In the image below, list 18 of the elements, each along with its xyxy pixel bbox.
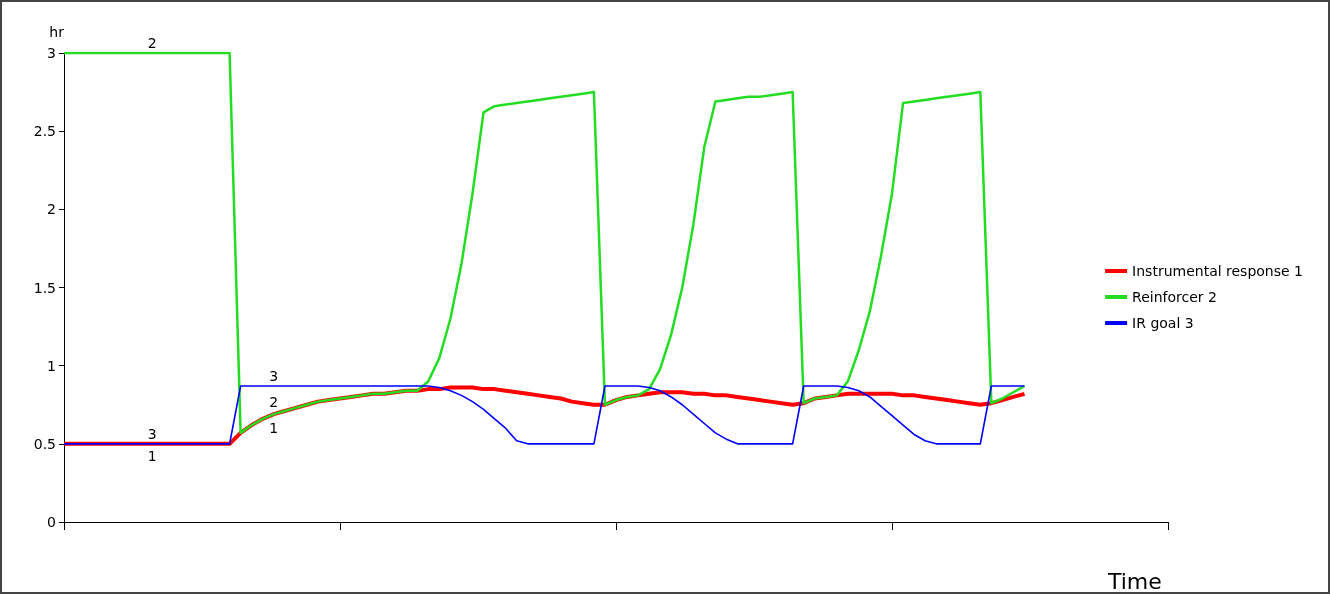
annotation: 2 <box>269 394 279 411</box>
legend-label: IR goal 3 <box>1132 315 1194 331</box>
text: 2 <box>147 35 157 51</box>
annotation: 1 <box>147 447 157 464</box>
annotation: 3 <box>147 425 157 442</box>
legend-label: Reinforcer 2 <box>1132 289 1217 305</box>
y-axis-title: hr <box>49 24 65 40</box>
y-tick-label: 0 <box>47 514 56 530</box>
x-axis-title: Time <box>1107 568 1162 594</box>
y-tick-label: 0.5 <box>33 435 56 452</box>
y-tick-label: 1.5 <box>33 279 56 296</box>
annotation: 3 <box>269 367 279 384</box>
y-tick-label: 2 <box>47 201 56 218</box>
y-tick-label: 1 <box>47 357 56 374</box>
y-tick-label: 2.5 <box>33 123 56 140</box>
annotation: 1 <box>269 420 279 437</box>
y-tick-label: 3 <box>47 45 56 61</box>
legend-label: Instrumental response 1 <box>1132 263 1304 279</box>
